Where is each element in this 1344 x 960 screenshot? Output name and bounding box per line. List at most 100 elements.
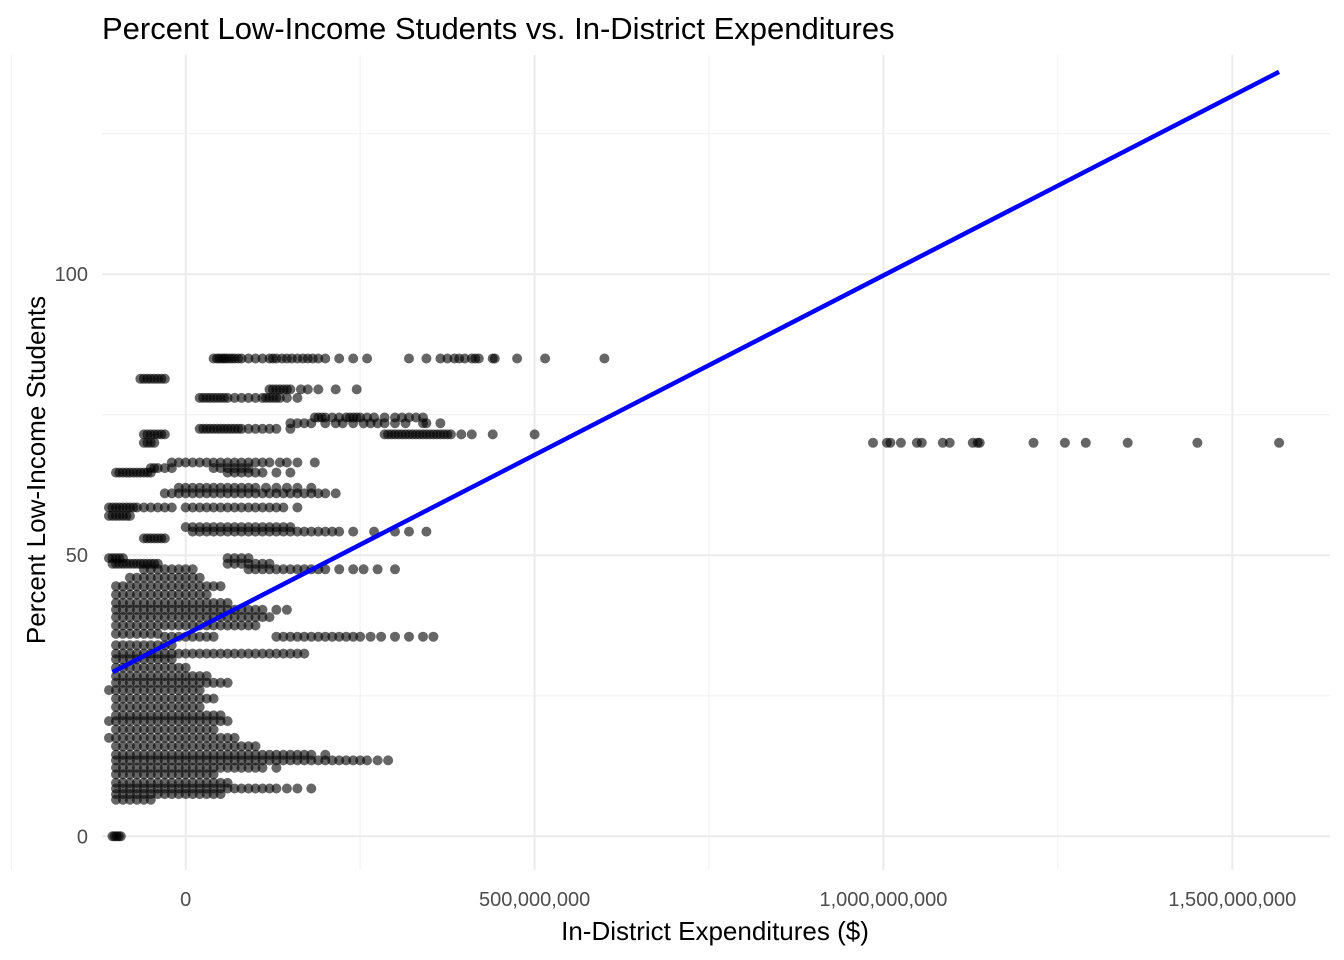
data-point <box>166 463 177 474</box>
data-point <box>180 716 191 727</box>
data-point <box>173 732 184 743</box>
data-point <box>131 612 142 623</box>
data-point <box>278 526 289 537</box>
data-point <box>180 502 191 513</box>
data-point <box>194 526 205 537</box>
data-point <box>180 685 191 696</box>
data-point <box>358 418 369 429</box>
data-point <box>330 418 341 429</box>
data-point <box>138 755 149 766</box>
data-point <box>236 648 247 659</box>
data-point <box>435 418 446 429</box>
data-point <box>201 581 212 592</box>
data-point <box>320 418 331 429</box>
data-point <box>229 392 240 403</box>
data-point <box>250 502 261 513</box>
data-point <box>152 620 163 631</box>
data-point <box>299 526 310 537</box>
data-point <box>111 724 121 735</box>
data-point <box>229 526 240 537</box>
data-point <box>348 418 359 429</box>
data-point <box>404 353 414 364</box>
data-point <box>236 755 247 766</box>
data-point <box>117 769 128 780</box>
data-point <box>159 572 170 583</box>
data-point <box>166 662 177 673</box>
data-point <box>117 755 128 766</box>
data-point <box>271 631 282 642</box>
data-point <box>194 769 205 780</box>
data-point <box>117 732 128 743</box>
data-point <box>111 654 121 665</box>
data-point <box>117 702 128 712</box>
data-point <box>435 353 446 364</box>
data-point <box>257 783 268 794</box>
data-point <box>138 716 149 727</box>
data-point <box>285 467 296 478</box>
data-point <box>390 564 400 575</box>
data-point <box>145 794 156 805</box>
y-tick-label: 0 <box>77 826 88 848</box>
data-point <box>313 353 324 364</box>
data-point <box>173 677 184 688</box>
data-point <box>180 604 191 615</box>
data-point <box>313 384 324 395</box>
data-point <box>201 677 212 688</box>
data-point <box>159 769 170 780</box>
data-point <box>257 488 268 499</box>
data-point <box>257 755 268 766</box>
data-point <box>257 648 268 659</box>
data-point <box>459 353 470 364</box>
data-point <box>208 526 219 537</box>
data-point <box>313 755 324 766</box>
data-point <box>152 654 163 665</box>
data-point <box>250 612 261 623</box>
data-point <box>320 353 331 364</box>
data-point <box>201 789 212 800</box>
data-point <box>187 693 198 704</box>
data-point <box>299 755 310 766</box>
data-point <box>1192 437 1203 448</box>
data-point <box>466 429 477 440</box>
data-point <box>117 612 128 623</box>
data-point <box>250 741 261 752</box>
data-point <box>187 604 198 615</box>
data-point <box>355 631 366 642</box>
data-point <box>180 789 191 800</box>
data-point <box>599 353 610 364</box>
data-point <box>159 654 170 665</box>
data-point <box>159 620 170 631</box>
data-point <box>159 604 170 615</box>
data-point <box>285 488 296 499</box>
data-point <box>257 467 268 478</box>
data-point <box>131 685 142 696</box>
x-axis-ticks: 0 500,000,000 1,000,000,000 1,500,000,000 <box>180 889 1296 911</box>
data-point <box>306 418 317 429</box>
data-point <box>540 353 551 364</box>
data-point <box>215 502 226 513</box>
data-point <box>187 789 198 800</box>
data-point <box>271 502 282 513</box>
data-point <box>131 716 142 727</box>
data-point <box>243 564 254 575</box>
data-point <box>236 353 247 364</box>
data-point <box>131 794 142 805</box>
data-point <box>145 755 156 766</box>
data-point <box>299 648 310 659</box>
data-point <box>334 353 345 364</box>
data-point <box>274 457 285 468</box>
data-point <box>222 762 233 773</box>
data-point <box>180 693 191 704</box>
data-point <box>180 677 191 688</box>
data-point <box>152 685 163 696</box>
data-point <box>111 716 121 727</box>
data-point <box>306 526 317 537</box>
data-point <box>222 677 233 688</box>
data-point <box>159 685 170 696</box>
data-point <box>264 526 275 537</box>
data-point <box>194 741 205 752</box>
data-point <box>916 437 927 448</box>
data-point <box>194 581 205 592</box>
data-point <box>117 620 128 631</box>
data-point <box>131 640 142 651</box>
